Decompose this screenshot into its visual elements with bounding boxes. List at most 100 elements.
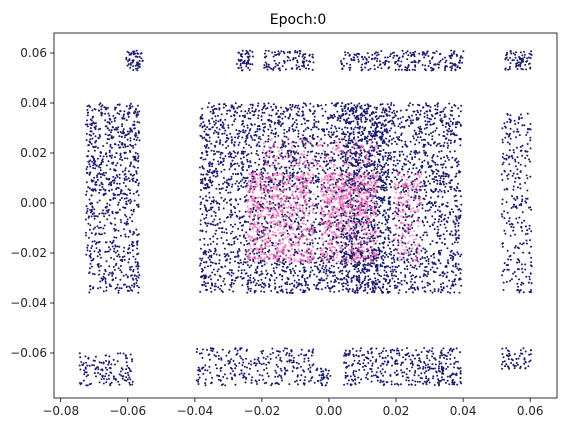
data-point [456,54,458,56]
data-point [451,208,453,210]
data-point [225,189,227,191]
data-point [406,69,408,71]
data-point [451,157,453,159]
data-point [414,111,416,113]
data-point [135,170,137,172]
data-point [439,182,441,184]
data-point [304,147,306,149]
data-point [437,226,439,228]
data-point [228,184,230,186]
data-point [525,276,527,278]
data-point [109,146,111,148]
data-point [242,115,244,117]
data-point [508,269,510,271]
data-point [101,186,103,188]
data-point [125,57,127,59]
data-point [432,170,434,172]
data-point [402,227,404,229]
data-point [517,258,519,260]
data-point [135,68,137,70]
data-point [528,159,530,161]
data-point [94,167,96,169]
data-point [139,60,141,62]
data-point [370,105,372,107]
data-point [442,124,444,126]
data-point [321,184,323,186]
data-point [271,130,273,132]
data-point [418,53,420,55]
data-point [339,120,341,122]
data-point [131,106,133,108]
data-point [328,131,330,133]
data-point [294,121,296,123]
data-point [456,165,458,167]
data-point [513,52,515,54]
data-point [382,283,384,285]
data-point [125,167,127,169]
data-point [388,176,390,178]
data-point [248,132,250,134]
data-point [359,236,361,238]
data-point [208,251,210,253]
data-point [268,283,270,285]
data-point [287,51,289,53]
data-point [312,137,314,139]
data-point [132,256,134,258]
data-point [93,180,95,182]
data-point [425,103,427,105]
data-point [231,244,233,246]
data-point [518,247,520,249]
data-point [384,61,386,63]
data-point [458,62,460,64]
data-point [525,134,527,136]
data-point [444,266,446,268]
data-point [245,180,247,182]
data-point [110,131,112,133]
data-point [129,131,131,133]
data-point [315,121,317,123]
data-point [230,198,232,200]
data-point [345,104,347,106]
data-point [282,113,284,115]
data-point [516,173,518,175]
data-point [250,104,252,106]
data-point [525,233,527,235]
data-point [322,265,324,267]
data-point [242,131,244,133]
data-point [501,127,503,129]
data-point [89,166,91,168]
data-point [104,113,106,115]
data-point [425,124,427,126]
data-point [208,128,210,130]
data-point [401,151,403,153]
data-point [524,56,526,58]
data-point [100,176,102,178]
data-point [296,282,298,284]
data-point [517,156,519,158]
data-point [454,68,456,70]
data-point [517,286,519,288]
data-point [387,56,389,58]
data-point [510,170,512,172]
data-point [102,227,104,229]
data-point [309,103,311,105]
data-point [98,274,100,276]
data-point [113,248,115,250]
data-point [314,253,316,255]
data-point [119,141,121,143]
data-point [270,290,272,292]
data-point [306,154,308,156]
data-point [503,162,505,164]
data-point [109,168,111,170]
data-point [264,126,266,128]
data-point [326,160,328,162]
data-point [378,206,380,208]
data-point [321,153,323,155]
data-point [286,169,288,171]
data-point [444,214,446,216]
data-point [308,164,310,166]
data-point [91,215,93,217]
data-point [293,141,295,143]
data-point [437,155,439,157]
data-point [105,125,107,127]
